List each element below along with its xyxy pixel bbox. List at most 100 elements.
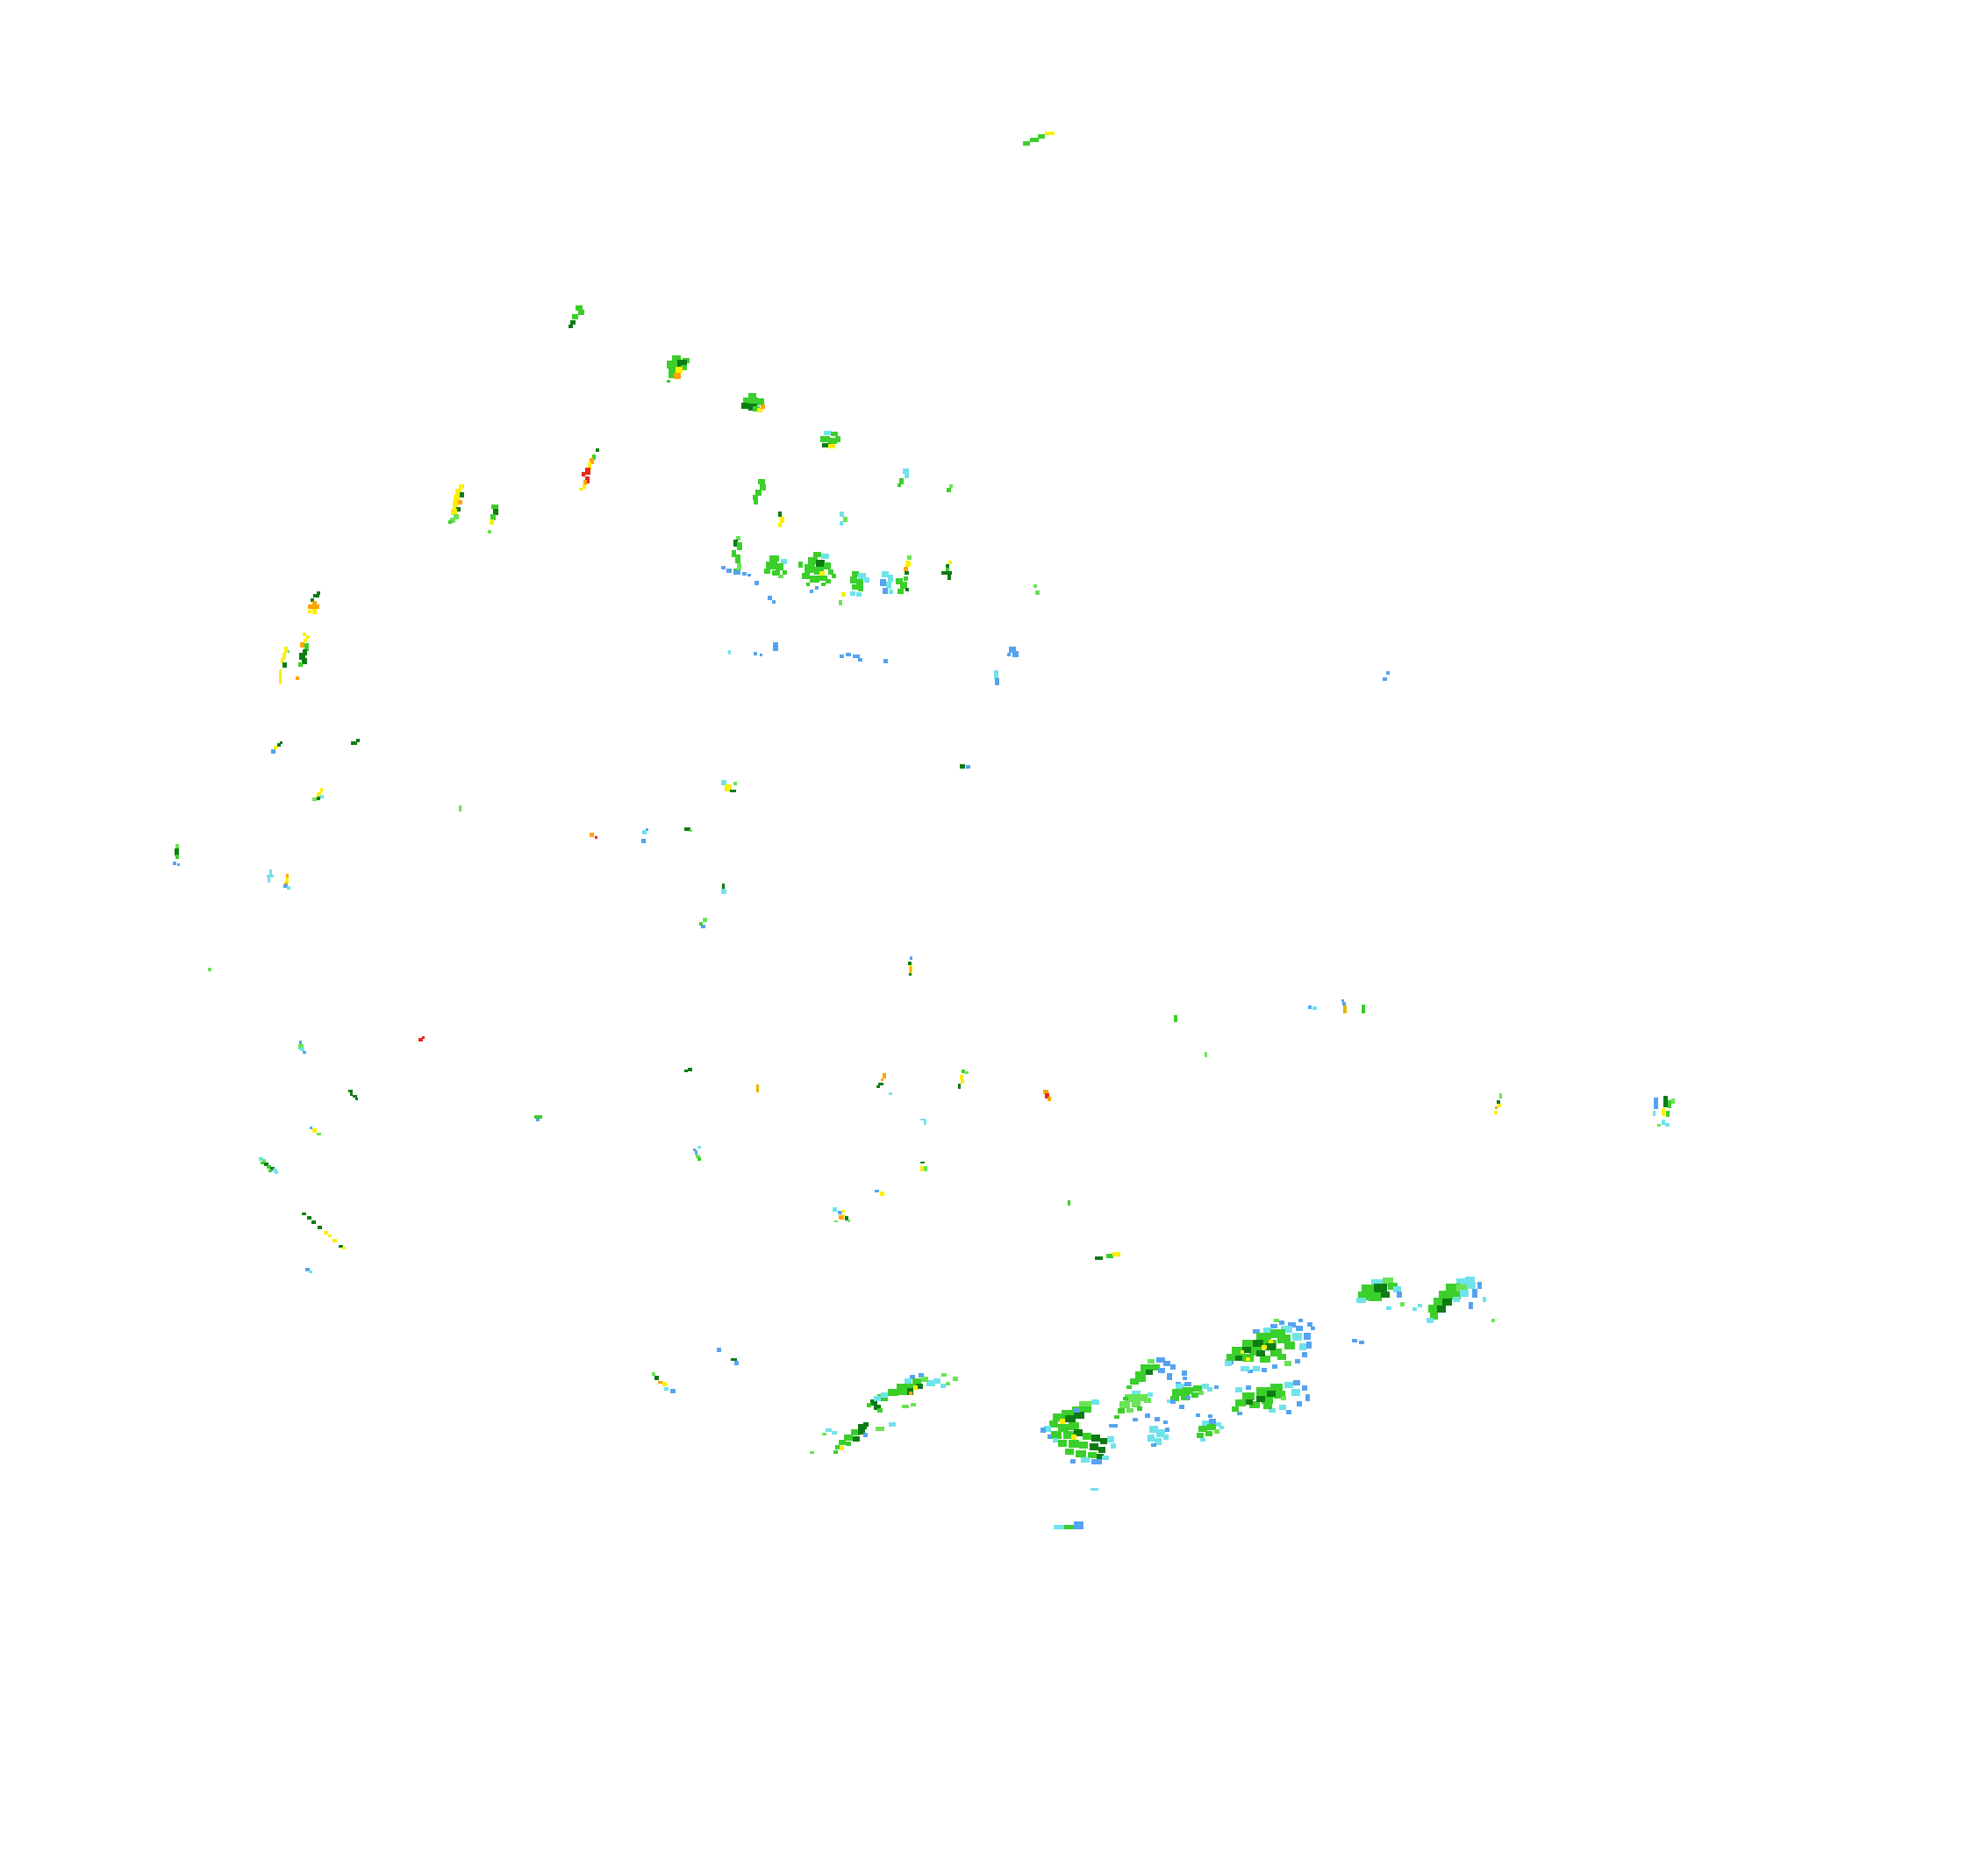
radar-echo-sc-south-blob — [1291, 1389, 1300, 1396]
radar-echo-sc-south-blob — [1281, 1396, 1286, 1400]
radar-echo-sc-row-blob-2 — [1216, 1422, 1221, 1427]
radar-echo-band-streak — [733, 540, 738, 547]
radar-echo-sc-main-blob — [1225, 1359, 1232, 1366]
radar-echo-sc-left-blob-1 — [1170, 1364, 1176, 1370]
radar-echo-blue-dashes — [858, 658, 862, 662]
radar-echo-orange-cross — [312, 601, 317, 605]
radar-echo-south-cluster-sw — [670, 1389, 676, 1393]
radar-echo-sc-main-blob — [1274, 1319, 1279, 1322]
radar-echo-band-blue-row — [772, 600, 776, 604]
radar-echo-sw-blob-1 — [905, 1378, 912, 1384]
radar-echo-green-zigzag — [353, 1095, 357, 1098]
radar-echo-top-dash — [1045, 132, 1055, 135]
radar-echo-orange-column — [287, 886, 290, 890]
radar-echo-sc-left-blob-1 — [1146, 1370, 1153, 1375]
radar-echo-mid-speck-a — [778, 512, 782, 517]
radar-echo-blue-dashes — [846, 653, 851, 656]
radar-echo-sc-dense-blob — [1065, 1415, 1076, 1422]
radar-echo-sw-blob-2 — [835, 1445, 840, 1449]
radar-echo-band-cluster-3 — [864, 577, 869, 583]
radar-echo-sw-blob-2 — [840, 1446, 844, 1450]
radar-echo-mid-speck-b — [840, 521, 843, 526]
radar-echo-blue-blob — [1007, 653, 1011, 656]
radar-echo-sw-blob-1 — [941, 1373, 947, 1377]
radar-echo-orange-column — [285, 877, 289, 884]
radar-echo-band-streak — [737, 563, 741, 570]
radar-echo-far-east-speck-1 — [1498, 1104, 1501, 1107]
radar-echo-sw-blob-1 — [940, 1384, 946, 1388]
radar-echo-sc-row-blob-2 — [1196, 1413, 1200, 1417]
radar-echo-sw-blob-2 — [889, 1422, 896, 1427]
radar-echo-cyan-t — [267, 875, 274, 877]
radar-echo-sw-blob-2 — [863, 1422, 869, 1427]
radar-echo-speck-cyan-yellow — [733, 782, 737, 785]
radar-echo-red-streak — [592, 454, 596, 460]
radar-echo-band-cluster-2 — [826, 579, 831, 583]
radar-echo-mid-streak — [754, 500, 758, 505]
radar-echo-center-speck-cb — [642, 830, 647, 834]
radar-echo-sw-speck-1 — [298, 1044, 304, 1049]
radar-echo-green-zigzag — [350, 1092, 353, 1096]
radar-echo-sc-row-blob-2 — [1207, 1424, 1216, 1430]
radar-echo-sc-left-blob-2 — [1114, 1415, 1119, 1419]
radar-echo-sc-dense-blob — [1044, 1426, 1051, 1432]
radar-echo-step-dark-green — [684, 1070, 688, 1072]
radar-echo-sw-blob-1 — [877, 1394, 888, 1401]
radar-echo-band-cluster-4 — [896, 578, 903, 584]
radar-echo-sc-ne-blob-1 — [1358, 1292, 1375, 1300]
radar-echo-south-cluster-sw — [664, 1387, 669, 1391]
radar-echo-cyan-t — [269, 870, 272, 877]
radar-echo-red-streak — [583, 480, 587, 485]
radar-echo-blue-dashes — [840, 655, 844, 658]
radar-echo-band-blue-row — [721, 566, 726, 569]
radar-echo-sc-ne-blob-2 — [1465, 1277, 1475, 1283]
radar-echo-sc-top-specks — [1095, 1256, 1103, 1260]
radar-echo-blue-dashes — [853, 655, 860, 658]
radar-echo-nw-cluster-1 — [674, 373, 681, 379]
radar-echo-orange-cross — [308, 605, 319, 609]
radar-echo-sc-dense-blob — [1109, 1424, 1118, 1428]
radar-echo-sc-south-blob — [1246, 1399, 1253, 1405]
radar-echo-sc-row-blob-2 — [1198, 1426, 1207, 1432]
radar-echo-cs-cyan-bracket — [920, 1119, 926, 1120]
radar-echo-sw-blob-1 — [888, 1389, 898, 1396]
radar-echo-sw-blob-1 — [907, 1384, 916, 1390]
radar-echo-band-cluster-2 — [804, 564, 815, 573]
radar-echo-band-cluster-4 — [889, 590, 893, 594]
radar-echo-nw-cluster-2 — [761, 404, 765, 409]
radar-echo-sc-main-blob — [1277, 1354, 1286, 1360]
radar-echo-sc-left-blob-1 — [1158, 1368, 1165, 1373]
radar-echo-sc-ne-blob-2 — [1460, 1290, 1469, 1297]
radar-echo-sc-dense-blob — [1058, 1424, 1069, 1432]
radar-echo-center-dash-g — [684, 827, 690, 831]
radar-echo-sc-left-blob-1 — [1126, 1385, 1132, 1389]
radar-echo-mid-speck-c — [899, 478, 904, 484]
radar-echo-sc-south-blob — [1237, 1412, 1242, 1415]
radar-echo-sc-left-blob-1 — [1141, 1364, 1151, 1371]
radar-echo-sw-blob-2 — [858, 1429, 865, 1435]
radar-echo-sc-ne-blob-1 — [1412, 1307, 1417, 1311]
radar-echo-sc-row-blob-1 — [1198, 1391, 1204, 1395]
radar-echo-band-cluster-2 — [810, 576, 819, 583]
radar-echo-sw-diagonal-cg — [262, 1159, 266, 1163]
radar-echo-cs-cyan-dot — [889, 1092, 892, 1095]
radar-echo-nw-streak — [572, 314, 578, 319]
radar-echo-east-speck-bd — [1342, 1002, 1346, 1005]
radar-echo-sc-top-specks — [1106, 1254, 1113, 1258]
radar-echo-orange-cross — [311, 598, 314, 602]
radar-echo-sc-dense-blob — [1053, 1413, 1065, 1421]
radar-echo-band-cluster-4 — [904, 576, 908, 581]
radar-echo-sc-ne-blob-1 — [1371, 1279, 1389, 1287]
radar-echo-sc-left-blob-2 — [1125, 1394, 1137, 1402]
radar-echo-sc-top-specks — [1112, 1252, 1120, 1256]
radar-echo-nw-cluster-2 — [743, 397, 758, 404]
radar-echo-band-cluster-4 — [905, 588, 909, 591]
radar-echo-far-east-speck-2 — [1663, 1096, 1668, 1107]
radar-echo-yellow-streak — [459, 484, 464, 489]
radar-echo-speck-cyan-yellow — [725, 784, 732, 791]
radar-echo-sw-blob-2 — [853, 1436, 860, 1442]
radar-echo-sc-left-blob-1 — [1163, 1361, 1170, 1366]
radar-echo-sc-south-blob — [1284, 1382, 1293, 1388]
radar-echo-cs-speck-gy — [920, 1162, 925, 1163]
radar-echo-band-dots — [1035, 590, 1040, 595]
